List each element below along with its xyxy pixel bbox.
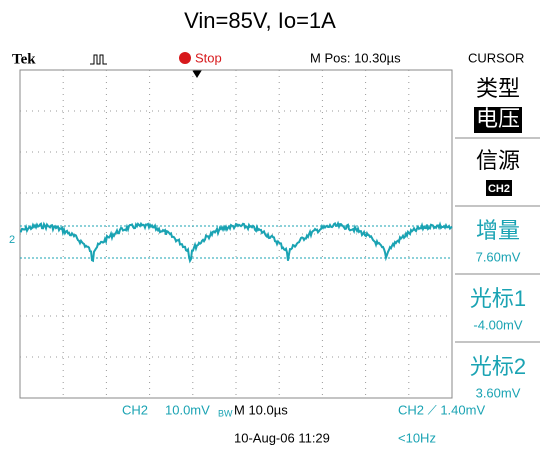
stop-icon: [179, 52, 191, 64]
timebase: M 10.0µs: [234, 402, 288, 417]
brand: Tek: [12, 51, 36, 67]
menu-title: CURSOR: [468, 50, 524, 65]
menu-value: 7.60mV: [476, 249, 521, 264]
state: Stop: [195, 50, 222, 65]
frequency: <10Hz: [398, 430, 436, 445]
menu-value: -4.00mV: [473, 317, 522, 332]
menu-value: 3.60mV: [476, 385, 521, 400]
channel-marker: 2: [9, 234, 15, 246]
menu-value: CH2: [488, 183, 510, 195]
scale: 10.0mV: [165, 402, 210, 417]
scope-screenshot: Vin=85V, Io=1A Tek Stop M Pos: 10.30µs C…: [0, 0, 546, 452]
menu-label: 增量: [476, 218, 520, 243]
title: Vin=85V, Io=1A: [184, 8, 336, 33]
menu-label: 光标1: [470, 286, 526, 311]
menu-label: 光标2: [470, 354, 526, 379]
bandwidth: BW: [218, 408, 233, 418]
date: 10-Aug-06 11:29: [234, 430, 330, 445]
menu-label: 类型: [476, 76, 520, 101]
trigger: CH2 ⟋ 1.40mV: [398, 402, 485, 417]
menu-value: 电压: [476, 106, 520, 131]
screen: [8, 46, 542, 452]
menu-label: 信源: [476, 148, 520, 173]
channel: CH2: [122, 402, 148, 417]
position: M Pos: 10.30µs: [310, 50, 401, 65]
